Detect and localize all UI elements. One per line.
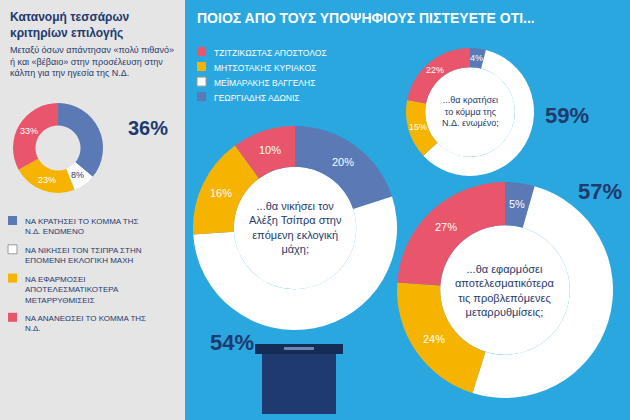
- svg-text:ΜΕΪΜΑΡΑΚΗΣ ΒΑΓΓΕΛΗΣ: ΜΕΪΜΑΡΑΚΗΣ ΒΑΓΓΕΛΗΣ: [214, 78, 315, 88]
- svg-text:...θα κρατήσειτο κόμμα τηςΝ.Δ.: ...θα κρατήσειτο κόμμα τηςΝ.Δ. ενωμένο;: [442, 95, 499, 128]
- svg-text:10%: 10%: [259, 144, 281, 156]
- svg-text:ΜΗΤΣΟΤΑΚΗΣ ΚΥΡΙΑΚΟΣ: ΜΗΤΣΟΤΑΚΗΣ ΚΥΡΙΑΚΟΣ: [214, 63, 316, 73]
- svg-text:ΤΖΙΤΖΙΚΩΣΤΑΣ ΑΠΟΣΤΟΛΟΣ: ΤΖΙΤΖΙΚΩΣΤΑΣ ΑΠΟΣΤΟΛΟΣ: [214, 48, 327, 58]
- svg-text:...θα εφαρμόσειαποτελεσματικότ: ...θα εφαρμόσειαποτελεσματικότερατις προ…: [455, 263, 555, 318]
- svg-text:15%: 15%: [409, 122, 427, 132]
- svg-text:27%: 27%: [435, 221, 457, 233]
- svg-text:5%: 5%: [509, 198, 525, 210]
- svg-text:24%: 24%: [423, 333, 445, 345]
- svg-text:4%: 4%: [470, 53, 483, 63]
- svg-text:...θα νικήσει τονΑλέξη Τσίπρα: ...θα νικήσει τονΑλέξη Τσίπρα στηνεπόμεν…: [249, 200, 342, 255]
- svg-text:59%: 59%: [545, 103, 589, 128]
- svg-text:8%: 8%: [71, 170, 84, 180]
- svg-text:Μεταξύ όσων απάντησαν «πολύ πι: Μεταξύ όσων απάντησαν «πολύ πιθανό»ή και…: [10, 45, 174, 78]
- svg-text:36%: 36%: [128, 117, 168, 139]
- svg-text:54%: 54%: [210, 330, 254, 355]
- svg-text:57%: 57%: [578, 179, 622, 204]
- svg-text:ΠΟΙΟΣ ΑΠΟ ΤΟΥΣ ΥΠΟΨΗΦΙΟΥΣ ΠΙΣΤ: ΠΟΙΟΣ ΑΠΟ ΤΟΥΣ ΥΠΟΨΗΦΙΟΥΣ ΠΙΣΤΕΥΕΤΕ ΟΤΙ.…: [197, 10, 535, 26]
- svg-text:33%: 33%: [20, 126, 38, 136]
- svg-text:23%: 23%: [38, 175, 56, 185]
- svg-text:ΝΑ ΝΙΚΗΣΕΙ ΤΟΝ ΤΣΙΠΡΑ ΣΤΗΝΕΠΟΜ: ΝΑ ΝΙΚΗΣΕΙ ΤΟΝ ΤΣΙΠΡΑ ΣΤΗΝΕΠΟΜΕΝΗ ΕΚΛΟΓΙ…: [25, 246, 142, 265]
- svg-text:22%: 22%: [426, 65, 444, 75]
- svg-text:ΝΑ ΕΦΑΡΜΟΣΕΙΑΠΟΤΕΛΕΣΜΑΤΙΚΟΤΕΡΑ: ΝΑ ΕΦΑΡΜΟΣΕΙΑΠΟΤΕΛΕΣΜΑΤΙΚΟΤΕΡΑΜΕΤΑΡΡΥΘΜΙ…: [25, 275, 119, 305]
- svg-text:ΝΑ ΚΡΑΤΗΣΕΙ ΤΟ ΚΟΜΜΑ ΤΗΣΝ.Δ. Ε: ΝΑ ΚΡΑΤΗΣΕΙ ΤΟ ΚΟΜΜΑ ΤΗΣΝ.Δ. ΕΝΩΜΕΝΟ: [25, 217, 138, 236]
- svg-text:16%: 16%: [210, 187, 232, 199]
- svg-text:ΝΑ ΑΝΑΝΕΩΣΕΙ ΤΟ ΚΟΜΜΑ ΤΗΣΝ.Δ.: ΝΑ ΑΝΑΝΕΩΣΕΙ ΤΟ ΚΟΜΜΑ ΤΗΣΝ.Δ.: [25, 314, 146, 333]
- svg-text:20%: 20%: [332, 156, 354, 168]
- svg-text:Κατανομή τεσσάρωνκριτηρίων επι: Κατανομή τεσσάρωνκριτηρίων επιλογής: [10, 10, 130, 40]
- svg-text:ΓΕΩΡΓΙΑΔΗΣ ΑΔΩΝΙΣ: ΓΕΩΡΓΙΑΔΗΣ ΑΔΩΝΙΣ: [214, 93, 300, 103]
